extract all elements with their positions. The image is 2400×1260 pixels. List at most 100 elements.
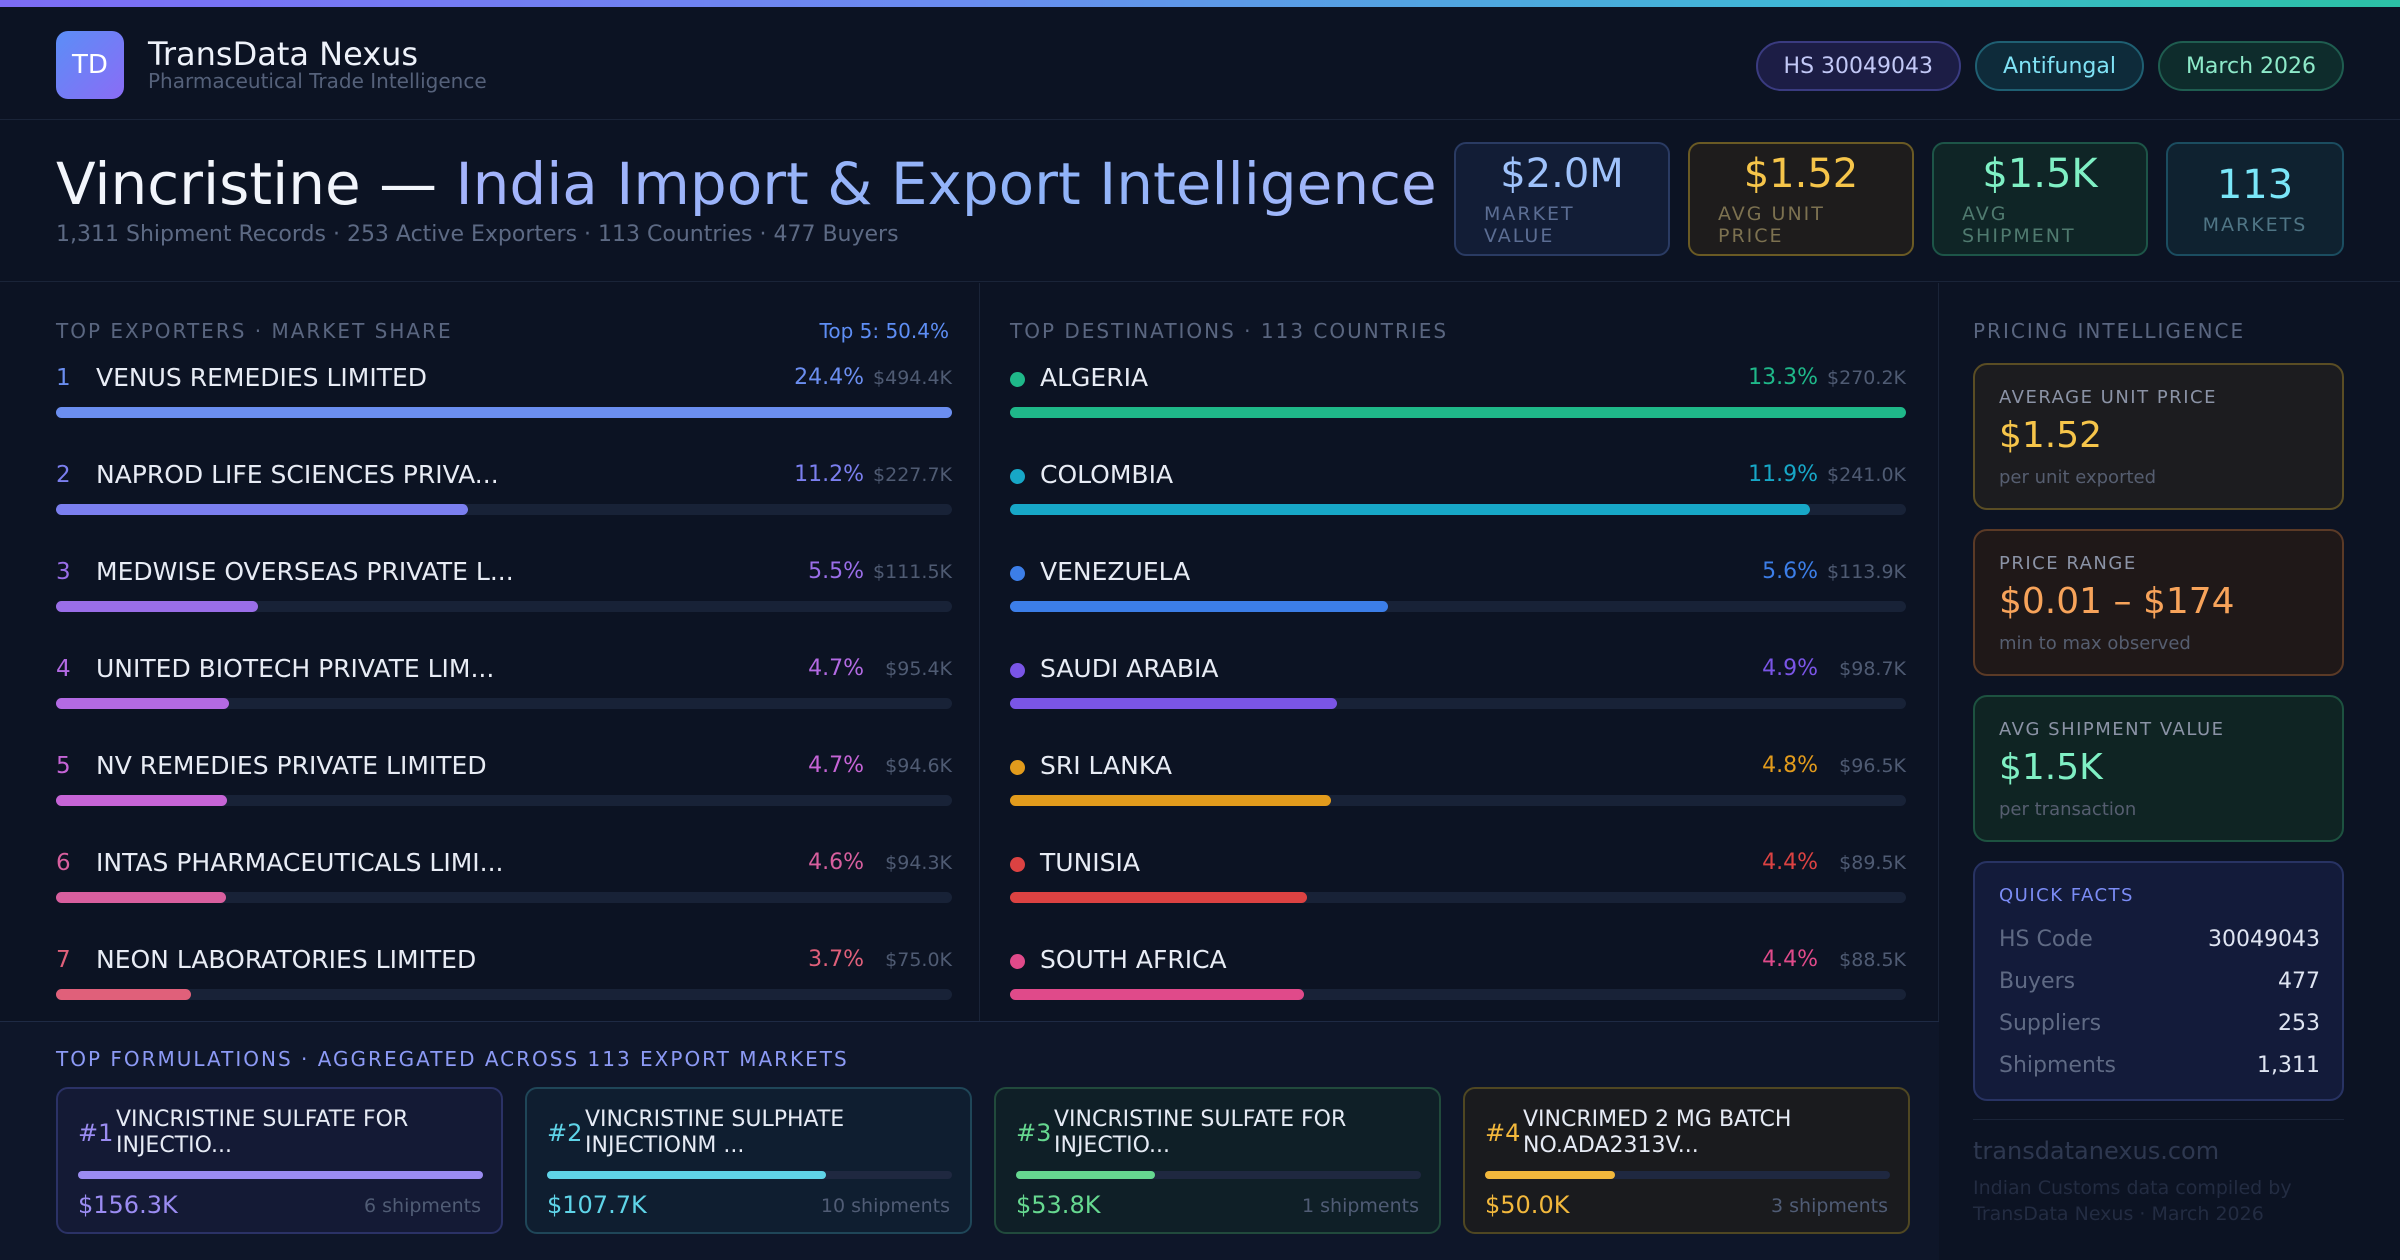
card-value: $0.01 – $174 bbox=[1999, 581, 2235, 622]
formulation-value: $53.8K bbox=[1016, 1191, 1101, 1219]
title-area: Vincristine — India Import & Export Inte… bbox=[0, 120, 2400, 282]
formulation-cards: #1 VINCRISTINE SULFATE FOR INJECTIO... $15… bbox=[56, 1087, 1910, 1234]
country-dot-icon bbox=[1010, 857, 1025, 872]
kpi-value: $1.52 bbox=[1743, 151, 1859, 197]
card-value: $1.5K bbox=[1999, 747, 2103, 788]
card-label: PRICE RANGE bbox=[1999, 553, 2137, 574]
category-pill[interactable]: Antifungal bbox=[1975, 41, 2144, 91]
exporter-list: 1 VENUS REMEDIES LIMITED 24.4% $494.4K 2 NAPR… bbox=[56, 363, 952, 1042]
country-dot-icon bbox=[1010, 372, 1025, 387]
divider bbox=[1973, 1119, 2344, 1120]
destination-row[interactable]: SOUTH AFRICA 4.4% $88.5K bbox=[1010, 945, 1906, 1042]
exporter-row[interactable]: 4 UNITED BIOTECH PRIVATE LIM... 4.7% $95.4K bbox=[56, 654, 952, 751]
destination-row[interactable]: SAUDI ARABIA 4.9% $98.7K bbox=[1010, 654, 1906, 751]
destination-value: $241.0K bbox=[1827, 464, 1906, 486]
hs-code-pill[interactable]: HS 30049043 bbox=[1755, 41, 1962, 91]
formulation-value: $107.7K bbox=[547, 1191, 647, 1219]
formulation-name: VINCRISTINE SULFATE FOR INJECTIO... bbox=[1054, 1107, 1347, 1158]
share-bar-track bbox=[1010, 892, 1906, 903]
destination-value: $88.5K bbox=[1839, 949, 1906, 971]
exporter-row[interactable]: 7 NEON LABORATORIES LIMITED 3.7% $75.0K bbox=[56, 945, 952, 1042]
exporter-row[interactable]: 1 VENUS REMEDIES LIMITED 24.4% $494.4K bbox=[56, 363, 952, 460]
formulation-bar-fill bbox=[78, 1171, 483, 1179]
exporter-share-pct: 24.4% bbox=[794, 365, 864, 390]
pricing-heading: PRICING INTELLIGENCE bbox=[1973, 319, 2246, 343]
share-bar-fill bbox=[1010, 795, 1331, 806]
tag-pills: HS 30049043 Antifungal March 2026 bbox=[1755, 41, 2344, 91]
formulation-bar-track bbox=[1485, 1171, 1890, 1179]
brand-tagline: Pharmaceutical Trade Intelligence bbox=[148, 69, 487, 93]
exporter-name: MEDWISE OVERSEAS PRIVATE L... bbox=[96, 557, 514, 586]
formulation-name: VINCRIMED 2 MG BATCH NO.ADA2313V... bbox=[1523, 1107, 1792, 1158]
destination-share-pct: 13.3% bbox=[1748, 365, 1818, 390]
formulation-card[interactable]: #3 VINCRISTINE SULFATE FOR INJECTIO... $53… bbox=[994, 1087, 1441, 1234]
share-bar-fill bbox=[1010, 504, 1811, 515]
destination-name: VENEZUELA bbox=[1040, 557, 1191, 586]
share-bar-track bbox=[56, 892, 952, 903]
exporter-share-pct: 4.7% bbox=[808, 656, 864, 681]
destination-row[interactable]: VENEZUELA 5.6% $113.9K bbox=[1010, 557, 1906, 654]
exporter-share-pct: 11.2% bbox=[794, 462, 864, 487]
page-title-drug: Vincristine — bbox=[56, 150, 438, 218]
destination-row[interactable]: ALGERIA 13.3% $270.2K bbox=[1010, 363, 1906, 460]
avg-shipment-value-card: AVG SHIPMENT VALUE $1.5K per transaction bbox=[1973, 695, 2344, 842]
kpi-avg-unit-price: $1.52 AVG UNIT PRICE bbox=[1688, 142, 1914, 256]
formulation-shipments: 3 shipments bbox=[1771, 1195, 1888, 1217]
fact-value: 30049043 bbox=[2208, 927, 2320, 952]
footer-site[interactable]: transdatanexus.com bbox=[1973, 1137, 2220, 1165]
destination-name: COLOMBIA bbox=[1040, 460, 1174, 489]
fact-key: HS Code bbox=[1999, 927, 2093, 952]
exporter-share-pct: 4.6% bbox=[808, 850, 864, 875]
exporter-row[interactable]: 5 NV REMEDIES PRIVATE LIMITED 4.7% $94.6K bbox=[56, 751, 952, 848]
exporter-rank: 7 bbox=[56, 947, 71, 973]
destination-share-pct: 4.9% bbox=[1762, 656, 1818, 681]
exporter-name: UNITED BIOTECH PRIVATE LIM... bbox=[96, 654, 495, 683]
formulations-heading: TOP FORMULATIONS · AGGREGATED ACROSS 113… bbox=[56, 1047, 849, 1071]
card-label: AVERAGE UNIT PRICE bbox=[1999, 387, 2217, 408]
formulation-card[interactable]: #4 VINCRIMED 2 MG BATCH NO.ADA2313V... $50… bbox=[1463, 1087, 1910, 1234]
exporter-value: $94.6K bbox=[885, 755, 952, 777]
kpi-cards: $2.0M MARKET VALUE $1.52 AVG UNIT PRICE … bbox=[1454, 142, 2344, 256]
destination-row[interactable]: COLOMBIA 11.9% $241.0K bbox=[1010, 460, 1906, 557]
top5-share: Top 5: 50.4% bbox=[819, 319, 949, 343]
share-bar-fill bbox=[56, 795, 228, 806]
destination-row[interactable]: TUNISIA 4.4% $89.5K bbox=[1010, 848, 1906, 945]
destinations-panel: TOP DESTINATIONS · 113 COUNTRIES ALGERIA… bbox=[981, 283, 1939, 1021]
exporter-row[interactable]: 3 MEDWISE OVERSEAS PRIVATE L... 5.5% $111.5… bbox=[56, 557, 952, 654]
card-note: per unit exported bbox=[1999, 467, 2157, 488]
share-bar-fill bbox=[56, 504, 469, 515]
kpi-value: $2.0M bbox=[1500, 151, 1624, 197]
formulation-card[interactable]: #2 VINCRISTINE SULPHATE INJECTIONM ... $10… bbox=[525, 1087, 972, 1234]
country-dot-icon bbox=[1010, 954, 1025, 969]
exporter-rank: 2 bbox=[56, 462, 71, 488]
share-bar-track bbox=[56, 989, 952, 1000]
destination-name: ALGERIA bbox=[1040, 363, 1149, 392]
exporter-value: $494.4K bbox=[873, 367, 952, 389]
formulation-rank: #4 bbox=[1485, 1119, 1521, 1147]
fact-value: 253 bbox=[2278, 1011, 2320, 1036]
date-pill[interactable]: March 2026 bbox=[2157, 41, 2344, 91]
kpi-label: MARKETS bbox=[2202, 214, 2308, 236]
country-dot-icon bbox=[1010, 663, 1025, 678]
country-dot-icon bbox=[1010, 760, 1025, 775]
footer-note: Indian Customs data compiled by TransDat… bbox=[1973, 1177, 2292, 1225]
exporter-value: $75.0K bbox=[885, 949, 952, 971]
share-bar-fill bbox=[1010, 989, 1304, 1000]
destination-name: SAUDI ARABIA bbox=[1040, 654, 1219, 683]
destination-row[interactable]: SRI LANKA 4.8% $96.5K bbox=[1010, 751, 1906, 848]
header: TD TransData Nexus Pharmaceutical Trade … bbox=[0, 7, 2400, 120]
kpi-value: 113 bbox=[2216, 162, 2294, 208]
destination-share-pct: 4.8% bbox=[1762, 753, 1818, 778]
destination-share-pct: 5.6% bbox=[1762, 559, 1818, 584]
card-note: per transaction bbox=[1999, 799, 2137, 820]
exporter-rank: 1 bbox=[56, 365, 71, 391]
exporter-row[interactable]: 6 INTAS PHARMACEUTICALS LIMI... 4.6% $94.3K bbox=[56, 848, 952, 945]
accent-bar bbox=[0, 0, 2400, 7]
formulations-section: TOP FORMULATIONS · AGGREGATED ACROSS 113… bbox=[0, 1021, 1939, 1260]
exporter-row[interactable]: 2 NAPROD LIFE SCIENCES PRIVA... 11.2% $227.… bbox=[56, 460, 952, 557]
exporter-rank: 5 bbox=[56, 753, 71, 779]
share-bar-track bbox=[1010, 795, 1906, 806]
share-bar-fill bbox=[56, 698, 229, 709]
formulation-card[interactable]: #1 VINCRISTINE SULFATE FOR INJECTIO... $15… bbox=[56, 1087, 503, 1234]
kpi-label: AVG SHIPMENT bbox=[1962, 203, 2076, 247]
